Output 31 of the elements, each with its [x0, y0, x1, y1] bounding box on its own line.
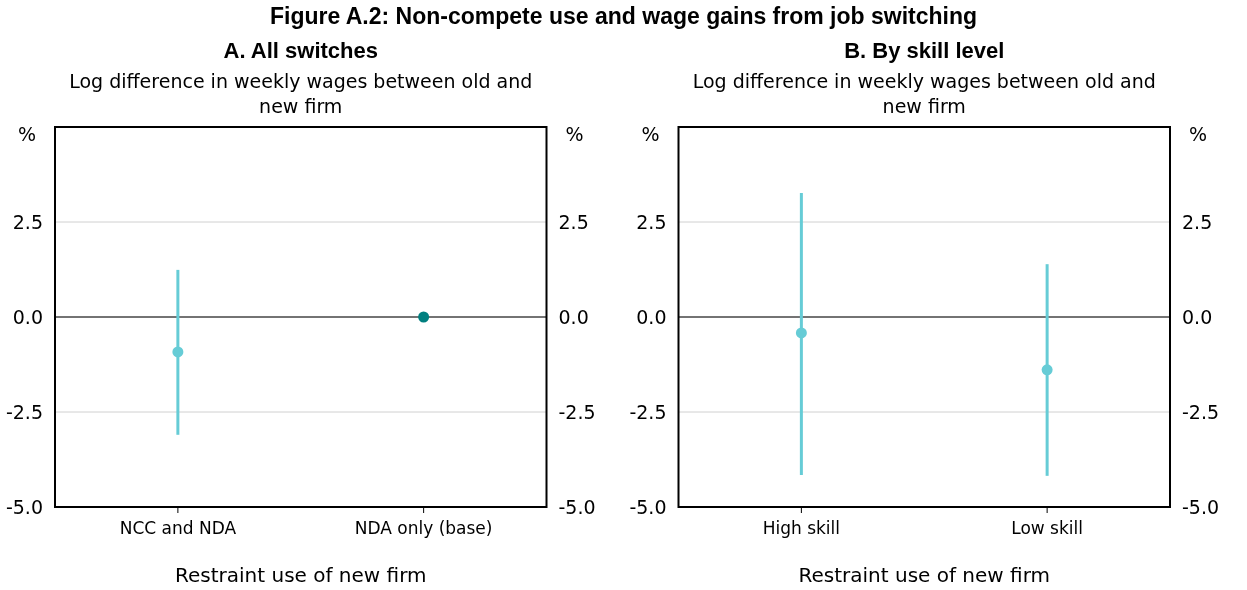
x-tick-label: High skill — [762, 518, 841, 538]
y2-tick-label: 0.0 — [558, 305, 589, 328]
y-tick-label: -2.5 — [629, 400, 667, 423]
y2-axis-title: % — [1188, 123, 1208, 145]
chart-title: A. All switches — [223, 38, 378, 63]
y-axis-title: % — [641, 123, 660, 145]
x-tick-label: NCC and NDA — [119, 518, 237, 538]
y-tick-label: -5.0 — [5, 495, 43, 518]
y-tick-label: 0.0 — [12, 305, 43, 328]
y2-tick-label: -5.0 — [558, 495, 596, 518]
y-tick-label: -5.0 — [629, 495, 667, 518]
y2-tick-label: 2.5 — [1182, 210, 1213, 233]
chart-subtitle: Log difference in weekly wages between old and new firm — [692, 70, 1156, 117]
y-tick-label: 2.5 — [636, 210, 667, 233]
text: Figure A.2: Non-compete use and wage gains from job switching — [269, 3, 978, 29]
y2-tick-label: -2.5 — [1182, 400, 1220, 423]
y-tick-label: -2.5 — [5, 400, 43, 423]
x-axis-title: Restraint use of new firm — [174, 563, 427, 587]
y2-tick-label: 2.5 — [558, 210, 589, 233]
x-tick-label: Low skill — [1011, 518, 1084, 538]
y2-axis-title: % — [565, 123, 584, 145]
y-axis-title: % — [17, 123, 37, 145]
chart-title: B. By skill level — [844, 38, 1005, 63]
chart-subtitle: Log difference in weekly wages between old and new firm — [69, 70, 533, 117]
y2-tick-label: -5.0 — [1182, 495, 1220, 518]
x-tick-label: NDA only (base) — [354, 518, 493, 538]
y-tick-label: 0.0 — [636, 305, 667, 328]
y2-tick-label: 0.0 — [1182, 305, 1213, 328]
y2-tick-label: -2.5 — [558, 400, 596, 423]
y-tick-label: 2.5 — [12, 210, 43, 233]
x-axis-title: Restraint use of new firm — [798, 563, 1051, 587]
